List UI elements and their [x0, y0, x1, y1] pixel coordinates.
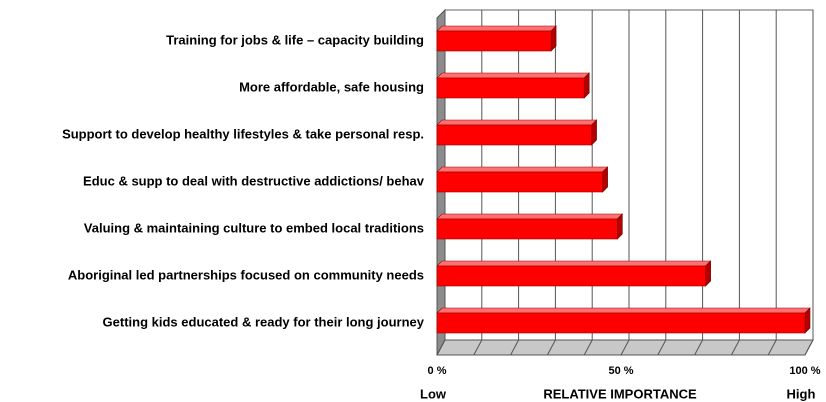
- floor-grid-line: [510, 339, 520, 356]
- x-axis-label: RELATIVE IMPORTANCE: [543, 386, 697, 401]
- floor-grid-line: [583, 339, 593, 356]
- bar-top: [436, 25, 557, 32]
- annotation: Low: [420, 386, 447, 401]
- y-tick-label: Training for jobs & life – capacity buil…: [166, 32, 424, 47]
- annotation: High: [787, 386, 816, 401]
- bar-top: [436, 166, 609, 173]
- bar-top: [436, 119, 598, 126]
- bar: [436, 218, 618, 240]
- floor-grid-line: [804, 339, 814, 356]
- x-tick-label: 50 %: [608, 365, 633, 377]
- y-tick-label: Getting kids educated & ready for their …: [103, 314, 425, 329]
- bar: [436, 77, 585, 99]
- y-tick-label: Aboriginal led partnerships focused on c…: [68, 267, 424, 282]
- bar: [436, 265, 706, 287]
- floor-grid-line: [473, 339, 483, 356]
- floor-grid-line: [620, 339, 630, 356]
- bar-top: [436, 307, 811, 314]
- bar: [436, 30, 552, 52]
- floor-grid-line: [436, 339, 446, 356]
- floor-grid-line: [657, 339, 667, 356]
- floor-grid-line: [546, 339, 556, 356]
- bar-top: [436, 260, 712, 267]
- y-tick-label: More affordable, safe housing: [239, 79, 424, 94]
- x-tick-label: 100 %: [789, 365, 820, 377]
- floor-grid-line: [730, 339, 740, 356]
- x-tick-label: 0 %: [428, 365, 447, 377]
- bar-top: [436, 72, 590, 79]
- floor-grid-line: [694, 339, 704, 356]
- bar: [436, 124, 592, 146]
- bar: [436, 171, 603, 193]
- bar-top: [436, 213, 624, 220]
- bar: [436, 312, 806, 334]
- floor-grid-line: [767, 339, 777, 356]
- y-tick-label: Valuing & maintaining culture to embed l…: [84, 220, 424, 235]
- y-tick-label: Support to develop healthy lifestyles & …: [62, 126, 424, 141]
- y-tick-label: Educ & supp to deal with destructive add…: [83, 173, 425, 188]
